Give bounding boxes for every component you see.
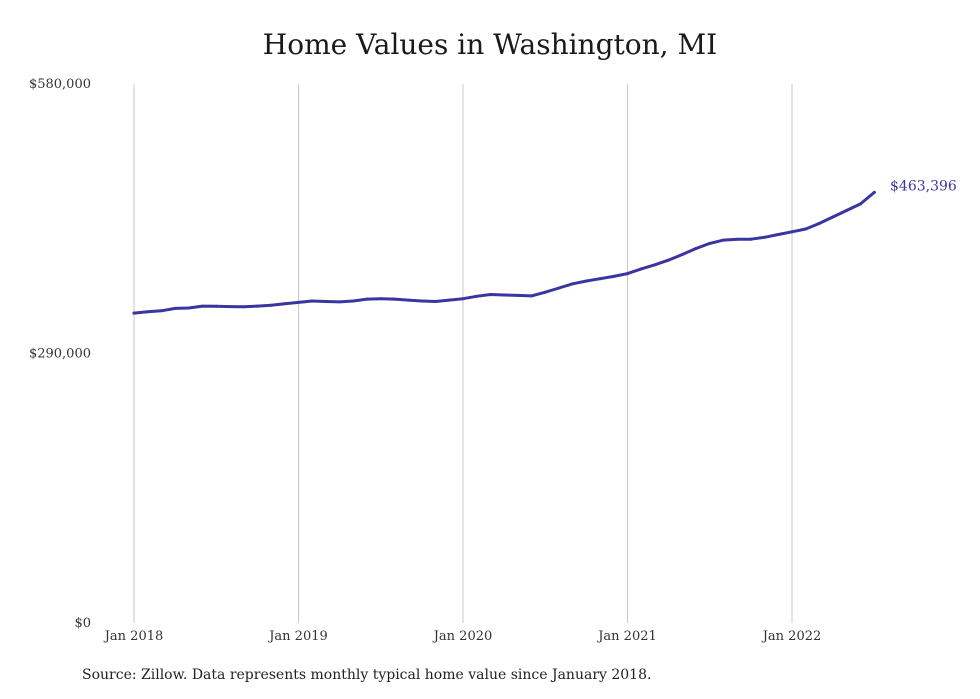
x-axis-ticks: Jan 2018 Jan 2019 Jan 2020 Jan 2021 Jan 2022 — [103, 629, 822, 644]
data-point — [269, 303, 273, 307]
y-tick-label: $0 — [74, 616, 91, 631]
data-point — [132, 311, 136, 315]
data-point — [406, 298, 410, 302]
x-tick-label: Jan 2022 — [761, 629, 822, 644]
data-point — [187, 306, 191, 310]
data-point — [516, 293, 520, 297]
grid-lines — [133, 84, 793, 623]
data-point — [612, 274, 616, 278]
data-point — [571, 282, 575, 286]
data-point — [351, 299, 355, 303]
y-tick-label: $580,000 — [29, 77, 91, 92]
data-point — [159, 309, 163, 313]
data-point — [502, 293, 506, 297]
source-note: Source: Zillow. Data represents monthly … — [82, 667, 652, 683]
data-point — [379, 297, 383, 301]
data-point — [845, 208, 849, 212]
end-value-label: $463,396 — [890, 178, 957, 194]
data-point — [557, 286, 561, 290]
data-point — [475, 294, 479, 298]
data-point — [488, 293, 492, 296]
series-layer — [132, 190, 876, 315]
data-point — [228, 305, 232, 309]
data-point — [146, 310, 150, 314]
data-point — [283, 302, 287, 306]
data-point — [530, 294, 533, 298]
data-point — [639, 267, 643, 271]
x-tick-label: Jan 2019 — [267, 629, 328, 644]
data-point — [434, 300, 438, 303]
data-point — [776, 233, 780, 236]
data-point — [708, 241, 712, 245]
data-point — [173, 306, 177, 310]
data-point — [749, 237, 753, 241]
data-point — [790, 230, 794, 234]
data-point — [324, 300, 328, 303]
data-point — [735, 237, 739, 241]
data-point — [598, 277, 602, 281]
data-point — [310, 299, 314, 303]
data-point — [653, 263, 657, 267]
data-point — [365, 297, 369, 301]
data-point — [201, 304, 204, 308]
data-point — [420, 299, 424, 303]
chart-title: Home Values in Washington, MI — [262, 28, 718, 61]
y-tick-label: $290,000 — [29, 347, 91, 362]
data-point — [667, 258, 671, 262]
data-point — [626, 272, 629, 276]
data-point — [393, 297, 396, 301]
data-point — [255, 304, 259, 308]
data-point — [694, 247, 698, 250]
data-point — [804, 227, 808, 231]
data-point — [859, 202, 862, 206]
data-point — [817, 221, 821, 225]
x-tick-label: Jan 2021 — [596, 629, 657, 644]
data-point — [338, 300, 342, 304]
data-point — [543, 290, 547, 294]
data-point — [872, 190, 876, 194]
data-point — [461, 297, 465, 301]
data-point — [584, 279, 588, 283]
end-label-layer: $463,396 — [890, 178, 957, 194]
data-point — [242, 305, 246, 309]
data-point — [447, 298, 451, 302]
data-point — [763, 235, 767, 239]
data-point — [297, 300, 300, 304]
x-tick-label: Jan 2018 — [103, 629, 164, 644]
data-point — [722, 238, 725, 242]
data-point — [680, 253, 684, 256]
y-axis-ticks: $0 $290,000 $580,000 — [29, 77, 91, 631]
data-point — [831, 215, 835, 219]
data-point — [214, 304, 218, 308]
x-tick-label: Jan 2020 — [432, 629, 493, 644]
